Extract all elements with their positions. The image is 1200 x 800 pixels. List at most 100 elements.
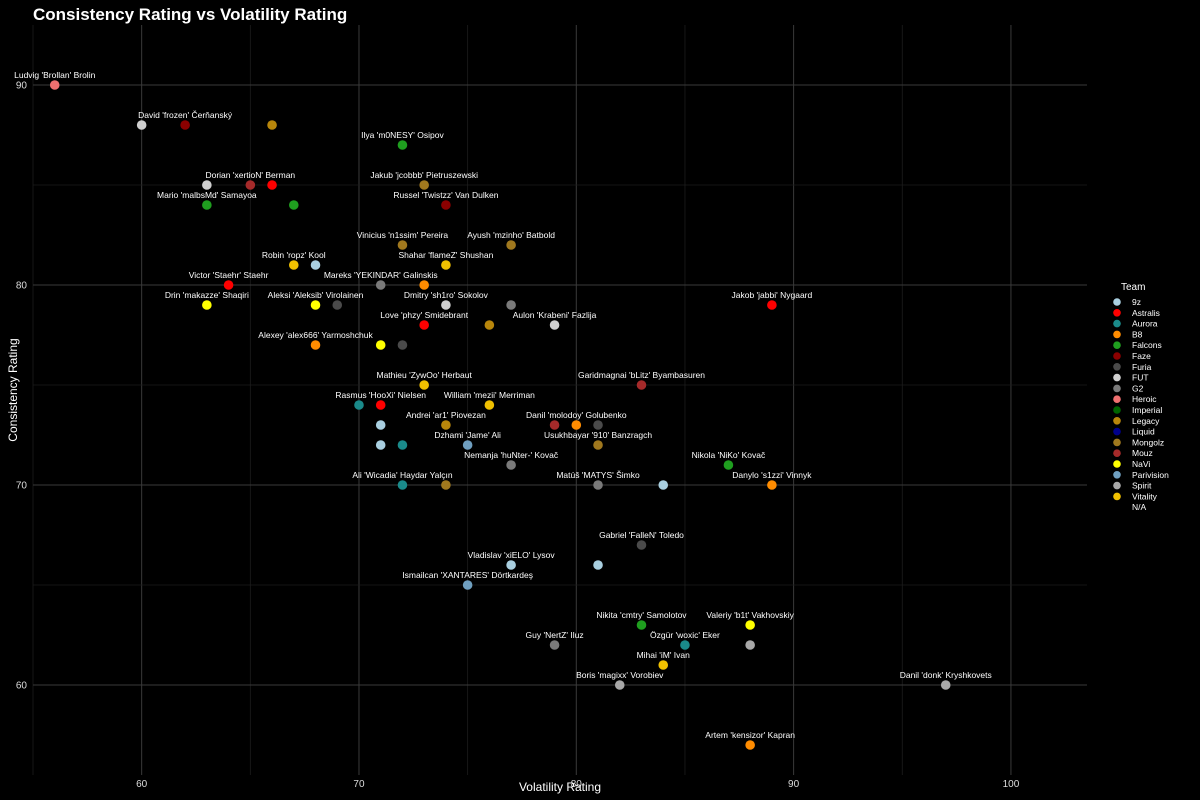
data-label: William 'mezii' Merriman — [444, 390, 535, 400]
legend-key — [1113, 417, 1121, 425]
legend-label: Heroic — [1132, 394, 1157, 404]
legend-label: N/A — [1132, 502, 1147, 512]
data-label: Danil 'donk' Kryshkovets — [900, 670, 992, 680]
legend-key — [1113, 471, 1121, 479]
data-point — [397, 140, 408, 150]
x-tick-label: 70 — [353, 779, 365, 790]
data-label: Ilya 'm0NESY' Osipov — [361, 130, 444, 140]
data-point — [332, 300, 343, 310]
data-point — [223, 280, 234, 290]
x-tick-label: 100 — [1003, 779, 1020, 790]
legend-key — [1113, 481, 1121, 490]
y-tick-label: 80 — [16, 281, 28, 292]
data-points — [49, 80, 951, 750]
data-point — [441, 200, 451, 210]
legend-key — [1113, 438, 1121, 447]
data-label: Dmitry 'sh1ro' Sokolov — [404, 290, 489, 300]
data-point — [636, 620, 647, 630]
axis-ticks: 60 70 80 90 100 60 70 80 90 — [16, 81, 1020, 791]
data-label: David 'frozen' Čerňanský — [138, 110, 233, 120]
data-label: Garidmagnai 'bLitz' Byambasuren — [578, 370, 705, 380]
legend-key — [1113, 363, 1121, 371]
legend-label: Legacy — [1132, 416, 1160, 426]
x-axis-title: Volatility Rating — [519, 780, 601, 794]
y-tick-label: 60 — [16, 681, 28, 692]
data-point — [419, 180, 429, 190]
data-label: Mareks 'YEKINDAR' Galinskis — [324, 270, 438, 280]
data-point — [267, 120, 277, 130]
data-point — [593, 440, 603, 450]
data-label: Nemanja 'huNter-' Kovač — [464, 450, 559, 460]
data-point — [288, 200, 299, 210]
legend-key — [1113, 427, 1121, 436]
data-label: Danil 'molodoy' Golubenko — [526, 410, 627, 420]
data-label: Dorian 'xertioN' Berman — [205, 170, 295, 180]
legend-key — [1113, 460, 1121, 468]
legend-label: Furia — [1132, 362, 1152, 372]
data-label: Ali 'Wicadia' Haydar Yalçın — [352, 470, 453, 480]
y-tick-label: 90 — [16, 81, 28, 92]
data-point — [593, 480, 603, 490]
data-label: Jakob 'jabbi' Nygaard — [732, 290, 813, 300]
data-point — [375, 340, 386, 350]
data-label: Boris 'magixx' Vorobiev — [576, 670, 664, 680]
data-point — [180, 120, 190, 130]
chart-title: Consistency Rating vs Volatility Rating — [33, 5, 347, 24]
data-point — [310, 340, 321, 350]
legend-label: NaVi — [1132, 459, 1150, 469]
data-label: Usukhbayar '910' Banzragch — [544, 430, 652, 440]
legend-label: Imperial — [1132, 405, 1162, 415]
x-tick-label: 80 — [571, 779, 583, 790]
data-label: Artem 'kensizor' Kapran — [705, 730, 795, 740]
legend-label: Astralis — [1132, 308, 1160, 318]
data-point — [354, 400, 364, 410]
legend-key — [1113, 298, 1121, 306]
data-point — [375, 440, 386, 450]
data-label: Drin 'makazze' Shaqiri — [165, 290, 249, 300]
data-point — [288, 260, 299, 270]
legend-label: Falcons — [1132, 340, 1162, 350]
data-point — [375, 280, 386, 290]
data-point — [397, 340, 408, 350]
data-point — [636, 380, 647, 390]
data-point — [136, 120, 147, 130]
legend-label: Liquid — [1132, 427, 1155, 437]
data-labels: Ludvig 'Brollan' Brolin David 'frozen' Če… — [14, 70, 992, 740]
data-point — [419, 320, 429, 330]
data-point — [506, 560, 516, 570]
data-label: Valeriy 'b1t' Vakhovskiy — [706, 610, 794, 620]
data-point — [397, 240, 408, 250]
data-label: Alexey 'alex666' Yarmoshchuk — [258, 330, 373, 340]
data-point — [745, 620, 755, 630]
grid — [32, 25, 1087, 775]
data-label: Dzhami 'Jame' Ali — [434, 430, 501, 440]
data-label: Aulon 'Krabeni' Fazlija — [513, 310, 597, 320]
legend-key — [1113, 373, 1121, 382]
data-label: Danylo 's1zzi' Vinnyk — [732, 470, 812, 480]
data-label: Ayush 'mzinho' Batbold — [467, 230, 555, 240]
data-label: Mihai 'iM' Ivan — [637, 650, 691, 660]
legend: Team 9zAstralisAuroraB8FalconsFazeFuriaF… — [1113, 282, 1169, 512]
legend-key — [1113, 330, 1121, 339]
data-point — [310, 260, 321, 270]
legend-label: Parivision — [1132, 470, 1169, 480]
legend-key — [1113, 352, 1121, 360]
data-point — [549, 320, 560, 330]
data-point — [658, 660, 669, 670]
data-point — [571, 420, 582, 430]
data-point — [441, 480, 451, 490]
y-tick-label: 70 — [16, 481, 28, 492]
legend-label: 9z — [1132, 297, 1141, 307]
legend-label: Faze — [1132, 351, 1151, 361]
data-point — [441, 260, 451, 270]
data-point — [419, 280, 429, 290]
data-point — [723, 460, 734, 470]
legend-label: Mongolz — [1132, 437, 1164, 447]
data-label: Aleksi 'Aleksib' Virolainen — [268, 290, 364, 300]
legend-key — [1113, 406, 1121, 414]
legend-key — [1113, 449, 1121, 458]
data-label: Russel 'Twistzz' Van Dulken — [393, 190, 498, 200]
legend-label: Mouz — [1132, 448, 1153, 458]
data-point — [549, 420, 560, 430]
legend-key — [1113, 341, 1121, 350]
